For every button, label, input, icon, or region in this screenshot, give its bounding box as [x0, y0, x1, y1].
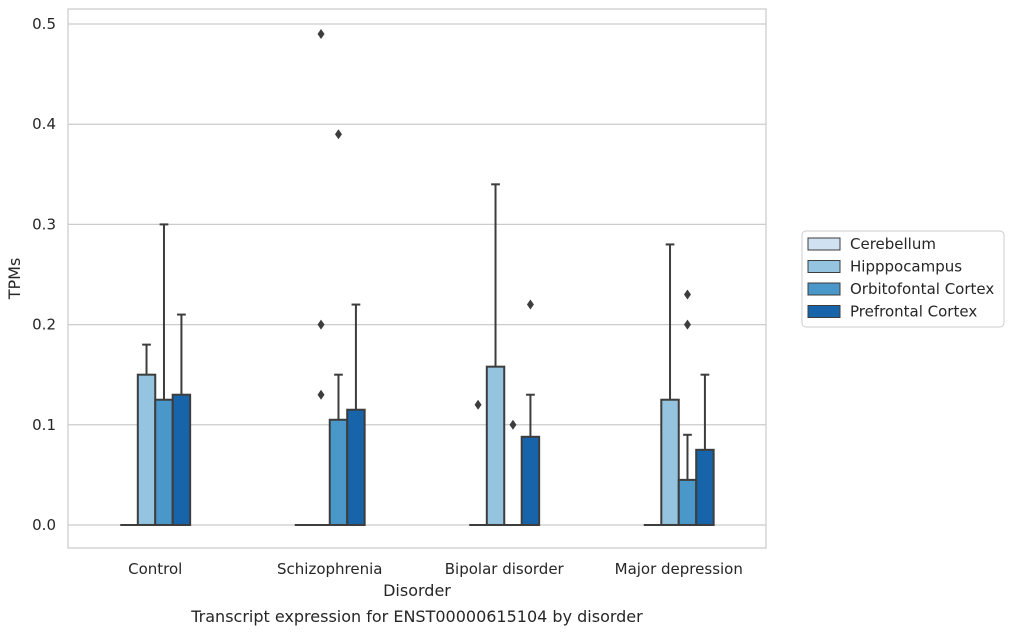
- outlier-point: [683, 319, 691, 330]
- y-axis-ticks: 0.0 0.1 0.2 0.3 0.4 0.5: [32, 15, 56, 534]
- legend: Cerebellum Hipppocampus Orbitofontal Corte…: [801, 230, 1005, 328]
- legend-swatch: [807, 237, 841, 251]
- box-orbitofontal-cortex: [328, 129, 349, 526]
- box-hipppocampus: [485, 183, 506, 526]
- box-prefrontal-cortex: [346, 303, 366, 526]
- legend-label: Cerebellum: [850, 235, 936, 253]
- y-tick-label: 0.2: [32, 316, 56, 334]
- outlier-point: [474, 399, 482, 410]
- box-rect: [171, 393, 192, 526]
- outlier-point: [334, 129, 342, 140]
- box-cerebellum: [469, 399, 487, 526]
- box-hipppocampus: [312, 29, 330, 526]
- legend-swatch: [807, 305, 841, 318]
- box-prefrontal-cortex: [171, 313, 192, 526]
- legend-label: Hipppocampus: [850, 258, 962, 276]
- chart-caption: Transcript expression for ENST0000061510…: [190, 607, 643, 626]
- box-rect: [677, 478, 698, 526]
- box-rect: [695, 448, 715, 526]
- plot-frame: [67, 8, 767, 549]
- y-tick-label: 0.4: [32, 115, 56, 133]
- legend-label: Orbitofontal Cortex: [850, 280, 994, 298]
- outlier-point: [317, 389, 325, 400]
- legend-swatch: [807, 260, 841, 273]
- box-orbitofontal-cortex: [154, 223, 174, 526]
- box-hipppocampus: [136, 343, 157, 526]
- box-rect: [328, 418, 349, 526]
- outlier-point: [317, 319, 325, 330]
- box-rect: [154, 398, 174, 526]
- box-rect: [485, 365, 506, 526]
- y-tick-label: 0.5: [32, 15, 56, 33]
- x-axis-label: Disorder: [383, 581, 451, 600]
- x-tick-label: Major depression: [615, 560, 743, 578]
- box-prefrontal-cortex: [695, 373, 715, 526]
- legend-item: Orbitofontal Cortex: [807, 280, 994, 298]
- y-axis-label: TPMs: [5, 258, 24, 301]
- boxes-layer: [120, 29, 715, 526]
- box-hipppocampus: [660, 243, 680, 526]
- legend-label: Prefrontal Cortex: [850, 303, 977, 321]
- x-tick-label: Schizophrenia: [277, 560, 382, 578]
- box-rect: [520, 435, 541, 526]
- box-prefrontal-cortex: [520, 299, 541, 526]
- legend-item: Cerebellum: [807, 235, 936, 253]
- x-tick-label: Control: [128, 560, 182, 578]
- legend-frame: [801, 230, 1005, 328]
- y-tick-label: 0.0: [32, 516, 56, 534]
- outlier-point: [509, 419, 517, 430]
- legend-item: Prefrontal Cortex: [807, 303, 977, 321]
- x-tick-label: Bipolar disorder: [445, 560, 565, 578]
- x-axis-ticks: Control Schizophrenia Bipolar disorder Majo…: [128, 560, 743, 578]
- box-rect: [136, 373, 157, 526]
- box-rect: [660, 398, 680, 526]
- y-tick-label: 0.3: [32, 215, 56, 233]
- box-orbitofontal-cortex: [504, 419, 522, 526]
- outlier-point: [683, 289, 691, 300]
- legend-swatch: [807, 282, 841, 296]
- outlier-point: [526, 299, 534, 310]
- legend-item: Hipppocampus: [807, 258, 962, 276]
- y-tick-label: 0.1: [32, 416, 56, 434]
- outlier-point: [317, 29, 325, 40]
- box-rect: [346, 408, 366, 526]
